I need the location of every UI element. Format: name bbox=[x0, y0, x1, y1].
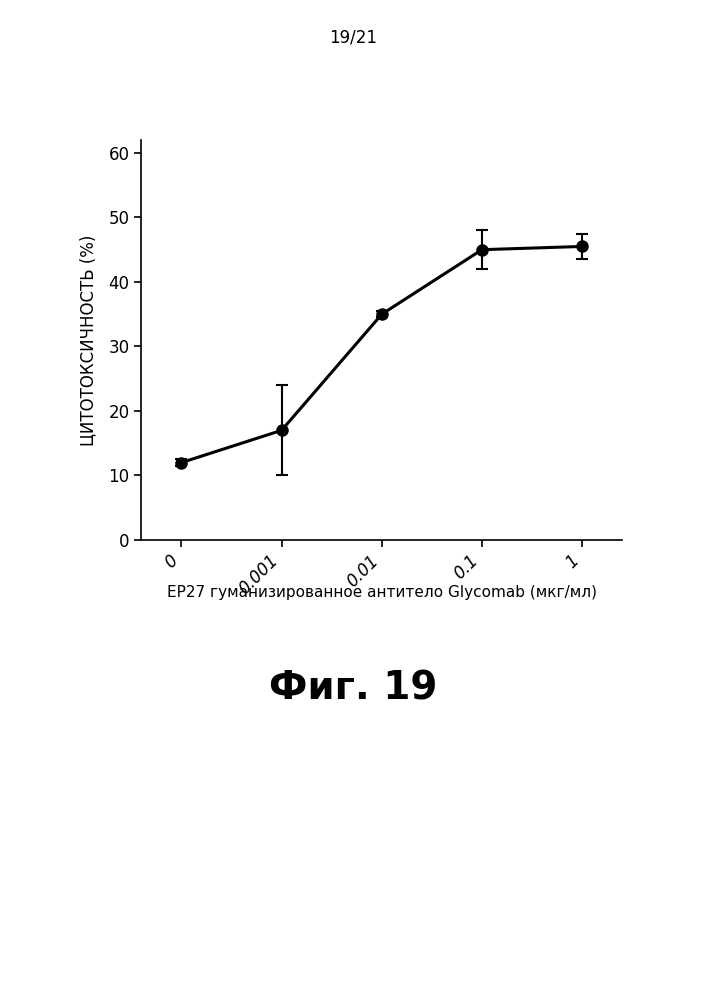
Y-axis label: ЦИТОТОКСИЧНОСТЬ (%): ЦИТОТОКСИЧНОСТЬ (%) bbox=[79, 234, 98, 446]
Text: 19/21: 19/21 bbox=[329, 28, 378, 46]
Text: EP27 гуманизированное антитело Glycomab (мкг/мл): EP27 гуманизированное антитело Glycomab … bbox=[167, 585, 597, 600]
Text: Фиг. 19: Фиг. 19 bbox=[269, 670, 438, 708]
